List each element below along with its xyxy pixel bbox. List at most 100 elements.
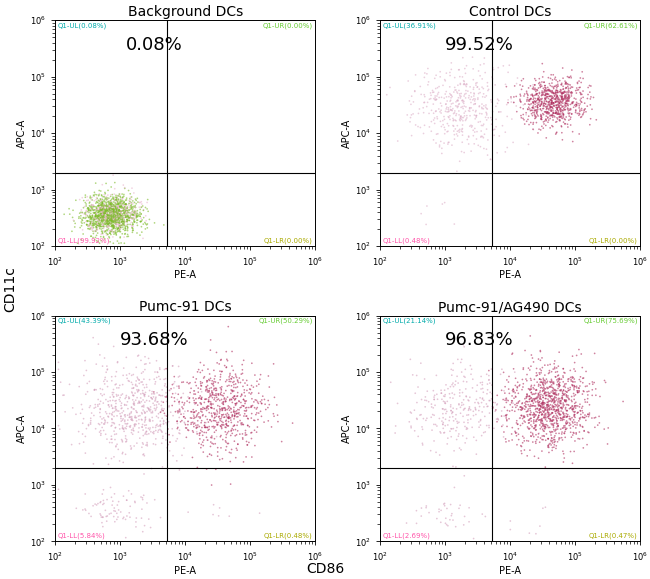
Point [89, 191, 99, 200]
Point [488, 63, 498, 72]
Point [550, 431, 560, 441]
Point [197, 408, 207, 417]
Point [115, 397, 125, 406]
Point [194, 429, 205, 438]
Point [579, 413, 590, 422]
Point [188, 405, 198, 415]
Point [133, 351, 144, 360]
Point [431, 71, 441, 80]
Point [138, 201, 148, 211]
Point [175, 406, 185, 415]
Point [98, 211, 109, 220]
Point [571, 101, 582, 110]
Point [141, 216, 151, 225]
Point [229, 386, 239, 395]
Point [204, 422, 214, 431]
Point [515, 413, 525, 423]
Point [537, 400, 547, 409]
Point [90, 211, 101, 220]
Point [200, 395, 210, 404]
Point [227, 378, 238, 387]
Point [110, 214, 120, 223]
Point [536, 82, 547, 91]
Point [186, 418, 196, 427]
Point [227, 393, 238, 402]
Point [90, 206, 101, 215]
Point [569, 101, 580, 110]
Point [100, 209, 110, 218]
Point [574, 416, 584, 426]
Point [140, 360, 150, 369]
Point [87, 219, 98, 228]
Point [519, 416, 529, 426]
Point [115, 214, 125, 223]
Point [125, 211, 135, 221]
Point [223, 439, 233, 448]
Point [410, 405, 420, 415]
Point [91, 221, 101, 230]
Point [103, 211, 113, 220]
Point [575, 83, 585, 92]
Point [194, 412, 204, 422]
Point [85, 219, 96, 228]
Point [90, 208, 100, 217]
Point [250, 416, 260, 425]
Point [175, 408, 185, 417]
Point [535, 415, 545, 424]
Point [482, 369, 492, 379]
Point [410, 70, 421, 79]
Point [96, 206, 107, 215]
Point [142, 396, 152, 405]
Point [117, 218, 127, 227]
Point [140, 211, 151, 221]
Point [559, 105, 569, 115]
Point [536, 110, 546, 119]
Text: CD11c: CD11c [3, 266, 18, 313]
Point [436, 428, 446, 438]
Point [120, 208, 130, 218]
Point [565, 108, 575, 118]
Point [525, 365, 535, 375]
Point [559, 382, 569, 391]
Point [95, 206, 105, 215]
Point [103, 210, 114, 219]
Point [531, 420, 541, 430]
Point [542, 107, 552, 116]
Point [96, 232, 106, 241]
Point [83, 220, 94, 229]
Point [202, 376, 213, 386]
Point [512, 107, 522, 116]
Point [533, 412, 543, 422]
Point [201, 418, 211, 427]
Point [525, 414, 536, 423]
Point [558, 85, 568, 94]
Point [85, 419, 96, 428]
Point [560, 119, 571, 129]
Point [545, 383, 555, 392]
Point [91, 207, 101, 216]
Point [116, 195, 126, 204]
Point [102, 212, 112, 221]
Point [101, 215, 111, 224]
Point [549, 411, 559, 420]
Point [142, 407, 152, 416]
Point [239, 401, 249, 411]
Point [541, 416, 552, 426]
Point [89, 215, 99, 224]
Point [144, 425, 155, 434]
Point [560, 94, 571, 103]
Point [538, 88, 548, 97]
Point [101, 204, 112, 213]
Point [96, 222, 107, 232]
Point [536, 408, 547, 417]
Point [562, 412, 572, 421]
Point [443, 103, 454, 112]
Point [128, 203, 138, 212]
Point [95, 200, 105, 210]
Point [214, 406, 225, 416]
Point [107, 221, 117, 230]
Point [147, 394, 157, 404]
Point [393, 399, 403, 408]
Point [536, 100, 547, 109]
Point [558, 114, 568, 123]
